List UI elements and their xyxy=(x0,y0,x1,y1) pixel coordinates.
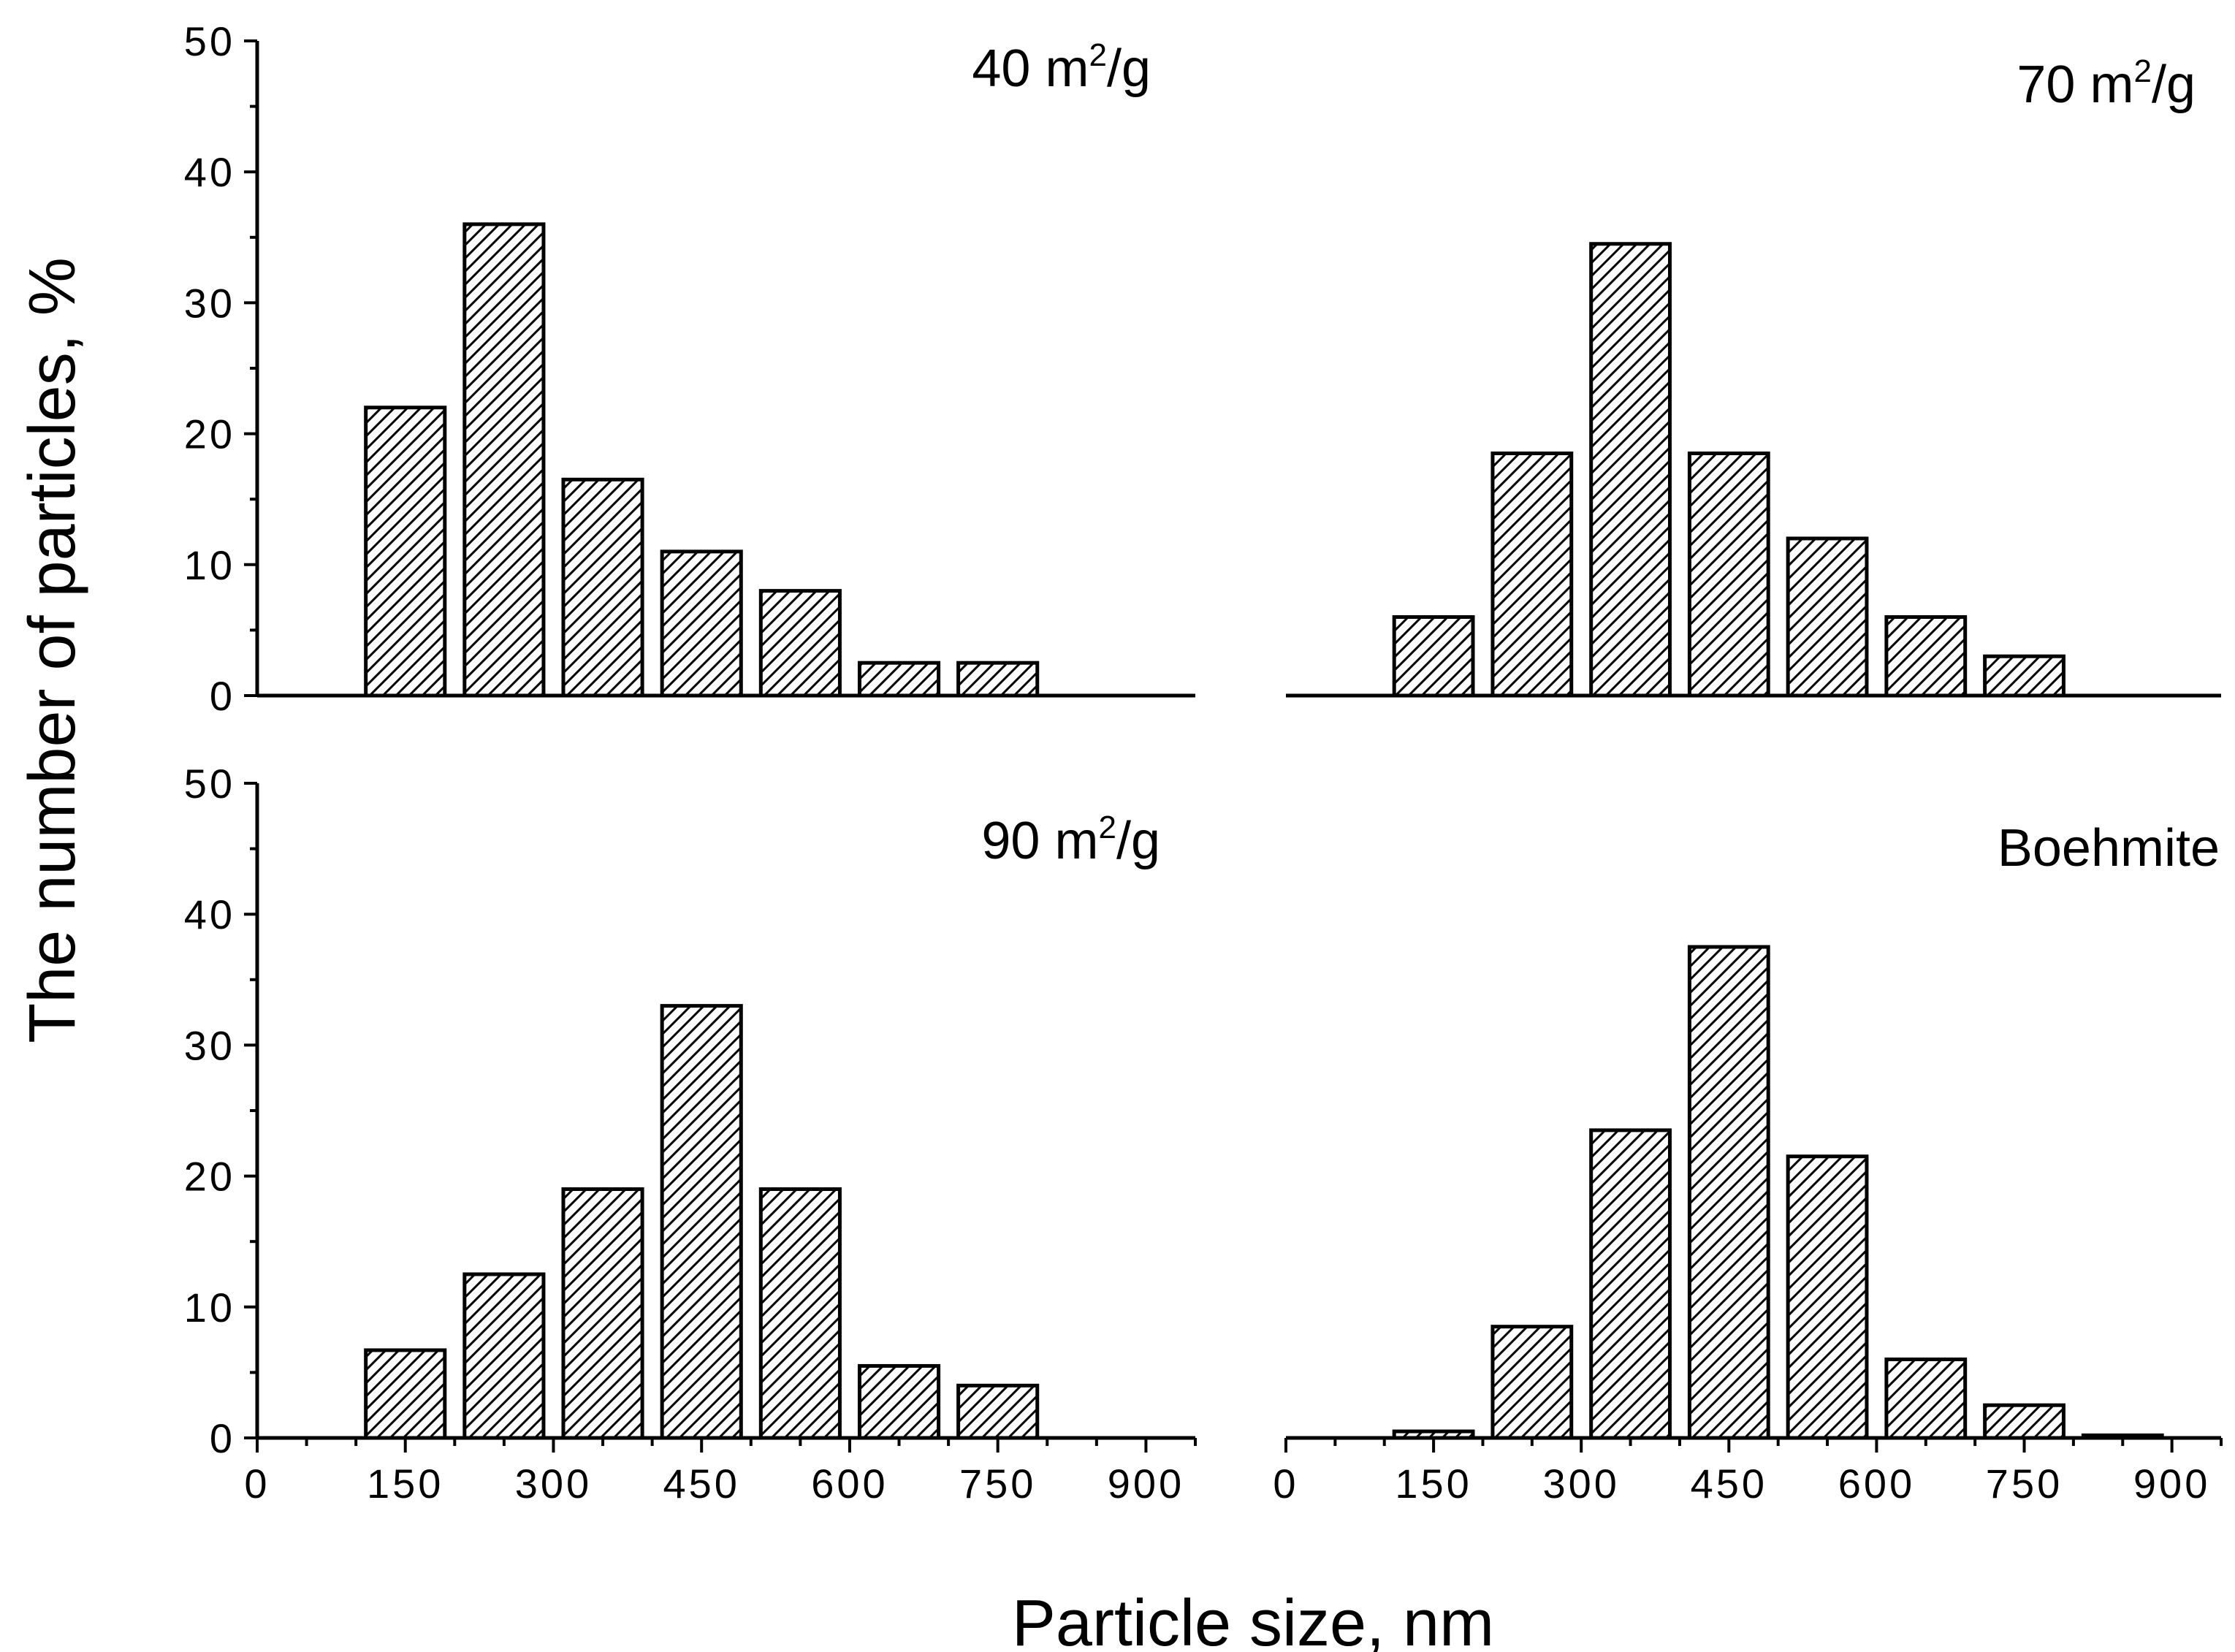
histogram-bar xyxy=(462,1272,546,1440)
histogram-bar xyxy=(1687,945,1770,1440)
histogram-bar xyxy=(561,1187,644,1440)
histogram-bar xyxy=(1392,614,1475,698)
histogram-bar xyxy=(462,222,546,698)
histogram-bar xyxy=(1884,614,1968,698)
panel-title: 70 m2/g xyxy=(2017,53,2196,114)
histogram-bar xyxy=(857,1363,941,1440)
panel-title: 40 m2/g xyxy=(972,37,1151,98)
x-tick-label: 750 xyxy=(1986,1461,2063,1507)
x-tick-label: 750 xyxy=(959,1461,1036,1507)
y-tick-label: 40 xyxy=(184,149,235,195)
panel-boehmite: 0 150 300 450 600 750 900 Boehmite xyxy=(1273,819,2223,1507)
panel-90-m2g: 0 10 20 30 40 50 0 150 300 450 600 750 900 90 m2/g xyxy=(184,761,1197,1507)
histogram-bar xyxy=(758,1187,842,1440)
y-axis-title: The number of particles, % xyxy=(16,257,89,1043)
histogram-bar xyxy=(1983,1403,2065,1440)
histogram-bar xyxy=(1589,1128,1672,1440)
histogram-bar xyxy=(1884,1357,1968,1440)
x-tick-label: 300 xyxy=(1542,1461,1619,1507)
y-tick-label: 10 xyxy=(184,542,235,588)
x-axis-title: Particle size, nm xyxy=(1012,1587,1494,1652)
x-tick-label: 150 xyxy=(367,1461,443,1507)
histogram-bar xyxy=(660,549,743,698)
y-tick-label: 50 xyxy=(184,761,235,807)
x-tick-label: 900 xyxy=(2133,1461,2210,1507)
histogram-bar xyxy=(1490,451,1574,698)
y-tick-label: 50 xyxy=(184,18,235,64)
y-tick-label: 30 xyxy=(184,1022,235,1068)
histogram-bar xyxy=(561,477,644,698)
panel-40-m2g: 0 10 20 30 40 50 40 m2/g xyxy=(184,18,1195,719)
histogram-bar xyxy=(956,661,1040,698)
x-tick-label: 450 xyxy=(663,1461,739,1507)
x-tick-label: 0 xyxy=(1273,1461,1298,1507)
y-tick-label: 0 xyxy=(210,1415,235,1461)
histogram-bar xyxy=(956,1383,1040,1440)
x-tick-label: 0 xyxy=(244,1461,270,1507)
panel-70-m2g: 70 m2/g xyxy=(1286,53,2221,698)
x-tick-label: 300 xyxy=(515,1461,592,1507)
histogram-bar xyxy=(1589,242,1672,698)
y-tick-label: 0 xyxy=(210,673,235,719)
y-tick-label: 20 xyxy=(184,1154,235,1200)
x-tick-label: 450 xyxy=(1691,1461,1767,1507)
histogram-bar xyxy=(364,1348,447,1440)
y-tick-label: 20 xyxy=(184,411,235,457)
y-tick-label: 10 xyxy=(184,1284,235,1331)
histogram-bar xyxy=(857,661,941,698)
panel-title: Boehmite xyxy=(1998,819,2220,878)
histogram-bar xyxy=(1490,1325,1574,1440)
x-tick-label: 600 xyxy=(1838,1461,1915,1507)
x-tick-label: 150 xyxy=(1395,1461,1471,1507)
x-tick-label: 900 xyxy=(1108,1461,1184,1507)
histogram-bar xyxy=(1983,654,2065,698)
y-tick-label: 40 xyxy=(184,891,235,937)
histogram-bar xyxy=(364,406,447,698)
histogram-bar xyxy=(758,589,842,698)
panel-title: 90 m2/g xyxy=(981,810,1160,870)
histogram-bar xyxy=(1687,451,1770,698)
x-tick-label: 600 xyxy=(811,1461,888,1507)
y-tick-label: 30 xyxy=(184,280,235,326)
histogram-bar xyxy=(660,1004,743,1440)
histogram-bar xyxy=(1786,536,1869,698)
histogram-bar xyxy=(1786,1154,1869,1440)
